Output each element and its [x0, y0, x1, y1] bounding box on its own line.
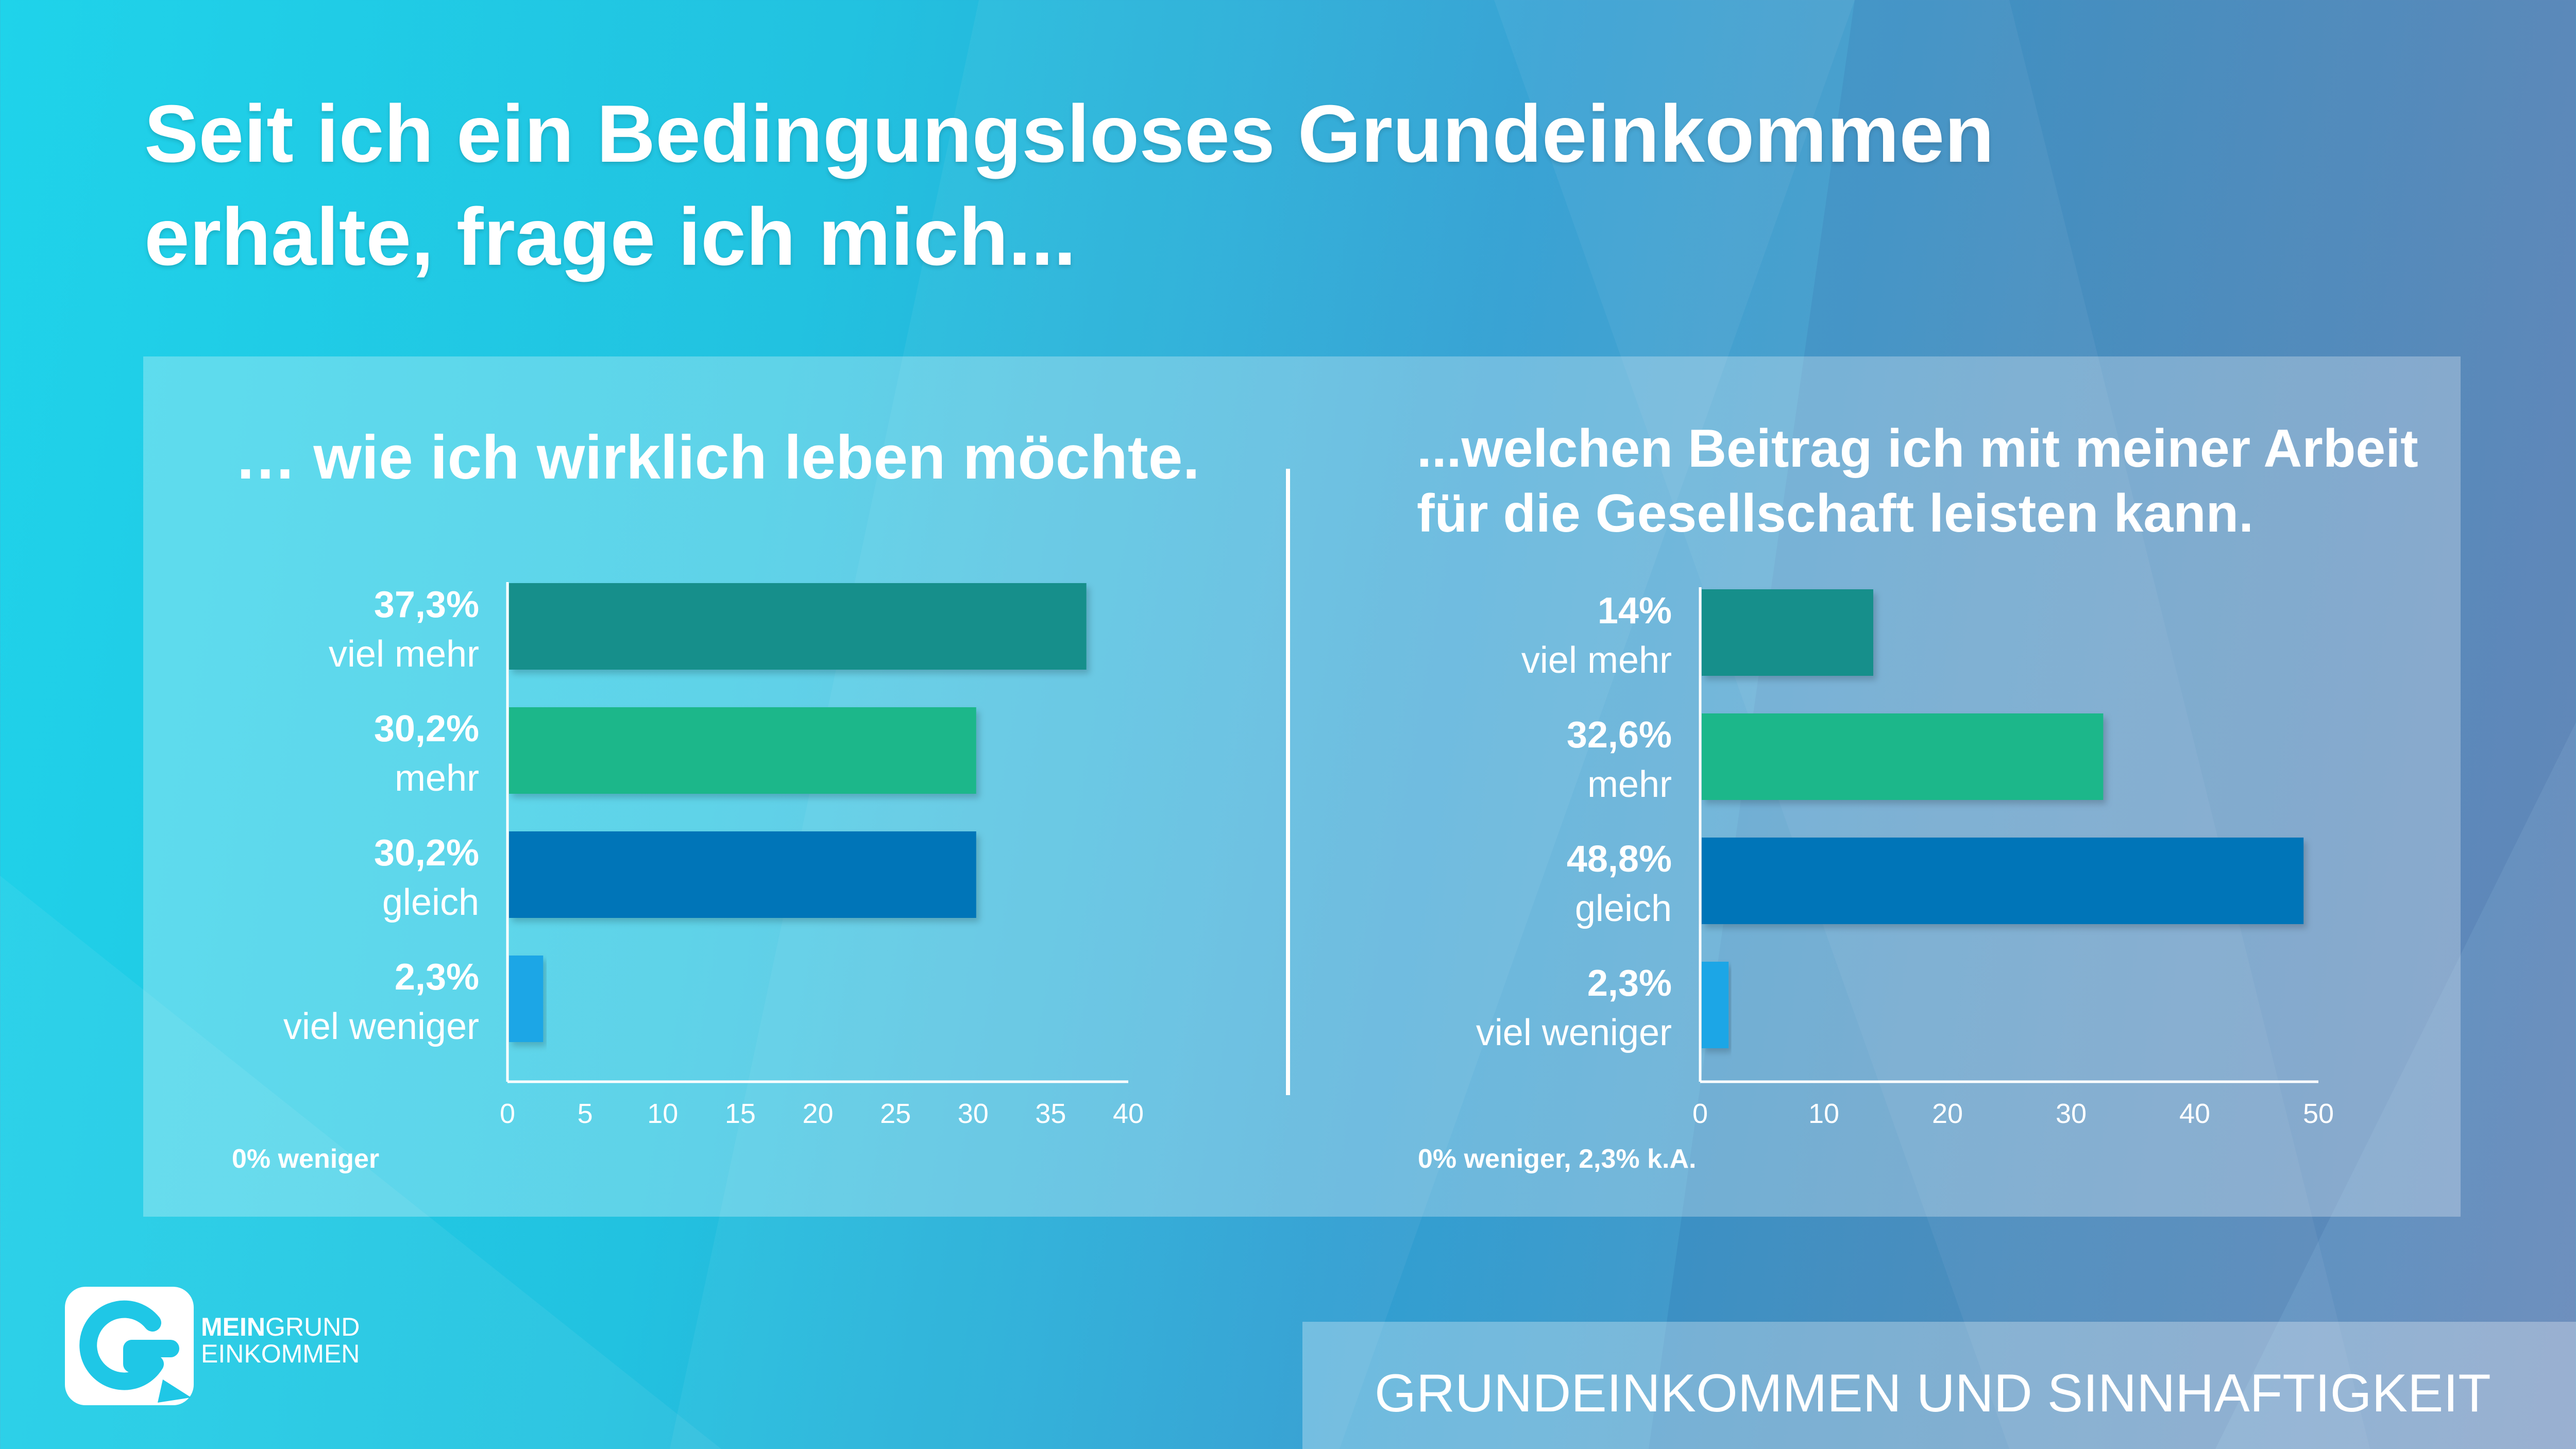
- chart-2-subtitle-line-1: ...welchen Beitrag ich mit meiner Arbeit: [1417, 419, 2418, 479]
- bar-value-label: 32,6%: [1567, 714, 1672, 756]
- bar: [509, 956, 544, 1042]
- x-tick-label: 15: [725, 1098, 756, 1129]
- title-line-1: Seit ich ein Bedingungsloses Grundeinkom…: [144, 89, 1994, 179]
- panel-divider: [1286, 469, 1290, 1095]
- x-tick-label: 10: [1808, 1098, 1839, 1129]
- x-tick-label: 25: [880, 1098, 911, 1129]
- chart-1-subtitle: … wie ich wirklich leben möchte.: [234, 423, 1200, 492]
- x-tick-label: 20: [1932, 1098, 1963, 1129]
- title-line-2: erhalte, frage ich mich...: [144, 192, 1076, 282]
- x-tick-label: 0: [500, 1098, 515, 1129]
- x-tick-label: 40: [2179, 1098, 2210, 1129]
- bar-category-label: gleich: [382, 882, 479, 923]
- brand-line-2: EINKOMMEN: [201, 1339, 360, 1368]
- bar-category-label: viel weniger: [283, 1006, 479, 1047]
- chart-1-footnote: 0% weniger: [232, 1144, 380, 1174]
- x-tick-label: 50: [2303, 1098, 2334, 1129]
- bar-category-label: mehr: [395, 758, 479, 799]
- bar-value-label: 14%: [1598, 590, 1672, 632]
- bar-category-label: viel mehr: [1521, 640, 1672, 681]
- brand-regular: GRUND: [265, 1312, 360, 1341]
- bar-value-label: 2,3%: [395, 957, 479, 998]
- bar-value-label: 37,3%: [374, 584, 479, 625]
- x-tick-label: 30: [958, 1098, 989, 1129]
- chart-2-footnote: 0% weniger, 2,3% k.A.: [1418, 1144, 1697, 1174]
- chart-2-subtitle-line-2: für die Gesellschaft leisten kann.: [1417, 484, 2254, 543]
- bar: [1702, 589, 1873, 676]
- x-tick-label: 35: [1035, 1098, 1066, 1129]
- footer-banner: GRUNDEINKOMMEN UND SINNHAFTIGKEIT: [1302, 1322, 2576, 1449]
- x-tick-label: 10: [647, 1098, 678, 1129]
- chart-2-subtitle: ...welchen Beitrag ich mit meiner Arbeit…: [1417, 416, 2418, 546]
- bar: [1702, 962, 1729, 1048]
- bar: [509, 707, 976, 794]
- x-tick-label: 20: [802, 1098, 833, 1129]
- bar: [509, 583, 1087, 670]
- bar-category-label: viel weniger: [1476, 1012, 1672, 1053]
- bar-category-label: gleich: [1575, 888, 1672, 929]
- bar-value-label: 30,2%: [374, 832, 479, 874]
- bar: [1702, 713, 2104, 800]
- bar-value-label: 30,2%: [374, 708, 479, 749]
- x-tick-label: 40: [1113, 1098, 1144, 1129]
- bar-category-label: mehr: [1587, 764, 1672, 805]
- x-tick-label: 0: [1692, 1098, 1708, 1129]
- bar-category-label: viel mehr: [329, 634, 479, 675]
- x-tick-label: 30: [2056, 1098, 2087, 1129]
- bar: [1702, 838, 2304, 924]
- bar-value-label: 48,8%: [1567, 839, 1672, 880]
- bar: [509, 831, 976, 918]
- x-tick-label: 5: [578, 1098, 593, 1129]
- meingrundeinkommen-logo-icon: [65, 1287, 194, 1405]
- footer-title: GRUNDEINKOMMEN UND SINNHAFTIGKEIT: [1375, 1363, 2491, 1423]
- bar-value-label: 2,3%: [1587, 963, 1672, 1004]
- page-title: Seit ich ein Bedingungsloses Grundeinkom…: [144, 82, 2102, 288]
- brand-name: MEINGRUND EINKOMMEN: [201, 1314, 360, 1367]
- brand-bold: MEIN: [201, 1312, 265, 1341]
